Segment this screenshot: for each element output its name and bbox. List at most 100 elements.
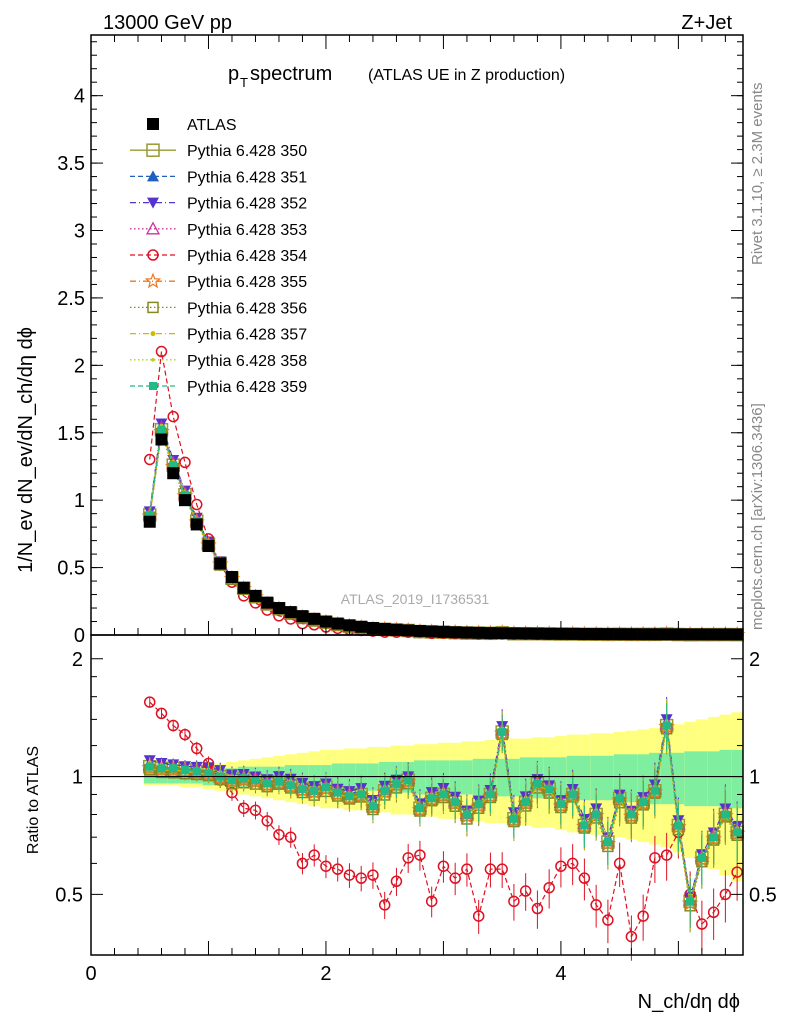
legend-label: Pythia 6.428 354 [187,248,307,265]
ratio-point [192,767,201,776]
ratio-ytick-label: 0.5 [55,884,83,906]
ratio-point [533,779,542,788]
ratio-point [296,857,309,870]
ratio-point [263,779,272,788]
ratio-point [625,930,638,943]
band-inner [731,749,743,809]
band-inner [461,760,473,795]
ratio-point [333,788,342,797]
ratio-point [627,810,636,819]
legend-entry: Pythia 6.428 350 [130,143,307,160]
ratio-point [439,790,448,799]
data-point [296,610,309,623]
ratio-point [298,784,307,793]
ratio-point [578,872,591,884]
band-inner [707,751,720,807]
ratio-point [286,781,295,790]
ratio-point [390,875,403,888]
ratio-point [180,765,189,774]
ratio-point [308,849,320,861]
ratio-point [721,810,730,819]
ratio-point [474,800,483,809]
ratio-point [167,719,179,732]
legend: ATLAS Pythia 6.428 350 Pythia 6.428 351 Pyt… [130,117,307,396]
side-text-rivet: Rivet 3.1.10, ≥ 2.3M events [749,83,766,266]
data-point [355,620,368,633]
ratio-point [251,775,260,784]
ratio-point [321,783,330,792]
legend-label: Pythia 6.428 351 [187,169,307,186]
ratio-ytick-label: 2 [72,649,83,671]
ratio-point [368,802,377,811]
ratio-point [508,895,520,908]
main-point [143,453,156,466]
ratio-point [498,727,507,736]
band-inner [602,755,614,801]
legend-entry: Pythia 6.428 351 [130,169,307,186]
legend-entry: Pythia 6.428 357 [130,327,307,344]
ratio-point [451,798,460,807]
ratio-point [392,779,401,788]
legend-entry: Pythia 6.428 354 [130,248,307,265]
band-inner [472,758,485,797]
ratio-point [580,821,589,830]
legend-entry: ATLAS [147,117,237,134]
band-inner [519,757,532,799]
legend-label: Pythia 6.428 359 [187,379,307,396]
main-point [179,456,191,469]
ratio-point [345,792,354,801]
band-inner [555,757,567,799]
ratio-point [709,833,718,842]
ratio-point [639,798,648,807]
legend-label: Pythia 6.428 356 [187,300,307,317]
data-point [249,589,262,602]
data-point [496,627,509,640]
ratio-point [427,794,436,803]
legend-marker [146,143,160,157]
main-ytick-label: 2.5 [57,288,85,310]
ratio-point [273,829,285,841]
legend-marker [149,382,157,390]
header-right: Z+Jet [681,12,732,34]
header-left: 13000 GeV pp [103,12,232,34]
band-inner [672,752,685,805]
data-point [190,518,203,531]
ratio-point [367,869,379,881]
ratio-point [310,786,319,795]
main-point [155,345,168,358]
ratio-point [509,814,518,823]
ratio-point [239,774,248,783]
legend-label: Pythia 6.428 358 [187,353,307,370]
ratio-point [602,914,614,926]
data-point [343,619,356,632]
ratio-point [486,790,495,799]
data-point [519,627,532,640]
ratio-point [590,899,602,911]
ratio-ytick-label-right: 1 [749,767,760,789]
ratio-point [556,800,565,809]
ratio-ytick-label-right: 2 [749,649,760,671]
ratio-point [649,852,661,864]
data-point [472,626,485,639]
legend-marker [147,170,159,182]
main-series-352 [143,418,744,641]
data-point [613,628,626,641]
ratio-ylabel-text: Ratio to ATLAS [25,746,42,854]
data-point [225,571,238,584]
main-point [169,461,178,470]
data-series-atlas [143,433,744,641]
main-ytick-label: 2 [74,355,85,377]
ratio-point [472,910,485,922]
ratio-point [613,857,626,870]
legend-marker [151,358,155,362]
title-p: p [228,63,239,85]
ratio-point [249,804,262,817]
xtick-label: 0 [85,963,96,985]
x-axis-label: N_ch/dη dϕ [638,991,740,1013]
band-inner [449,760,462,795]
ratio-point [496,863,508,875]
data-point [590,628,603,641]
ratio-point [733,828,742,837]
ratio-point [660,849,673,861]
